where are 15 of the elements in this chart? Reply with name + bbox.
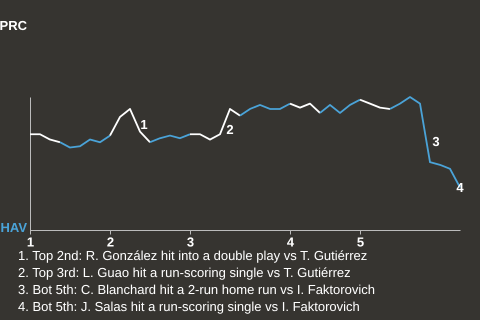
x-tick-label: 5 [356,234,364,250]
annotation: 3 [432,134,440,149]
text: 3. Bot 5th: C. Blanchard hit a 2-run home run vs I. Faktorovich [18,282,375,297]
text: PRC [0,18,28,33]
annotation: 1 [140,117,148,132]
text: 2. Top 3rd: L. Guao hit a run-scoring single vs T. Gutiérrez [18,265,351,280]
text: 4. Bot 5th: J. Salas hit a run-scoring single vs I. Faktorovich [18,299,360,314]
annotation: 4 [456,180,464,195]
x-tick-label: 2 [106,234,114,250]
text: 1. Top 2nd: R. González hit into a double play vs T. Gutiérrez [18,248,368,263]
x-tick-label: 1 [26,234,34,250]
text: HAV [0,220,28,235]
annotation: 2 [226,122,234,137]
x-tick-label: 4 [286,234,295,250]
x-tick-label: 3 [186,234,194,250]
